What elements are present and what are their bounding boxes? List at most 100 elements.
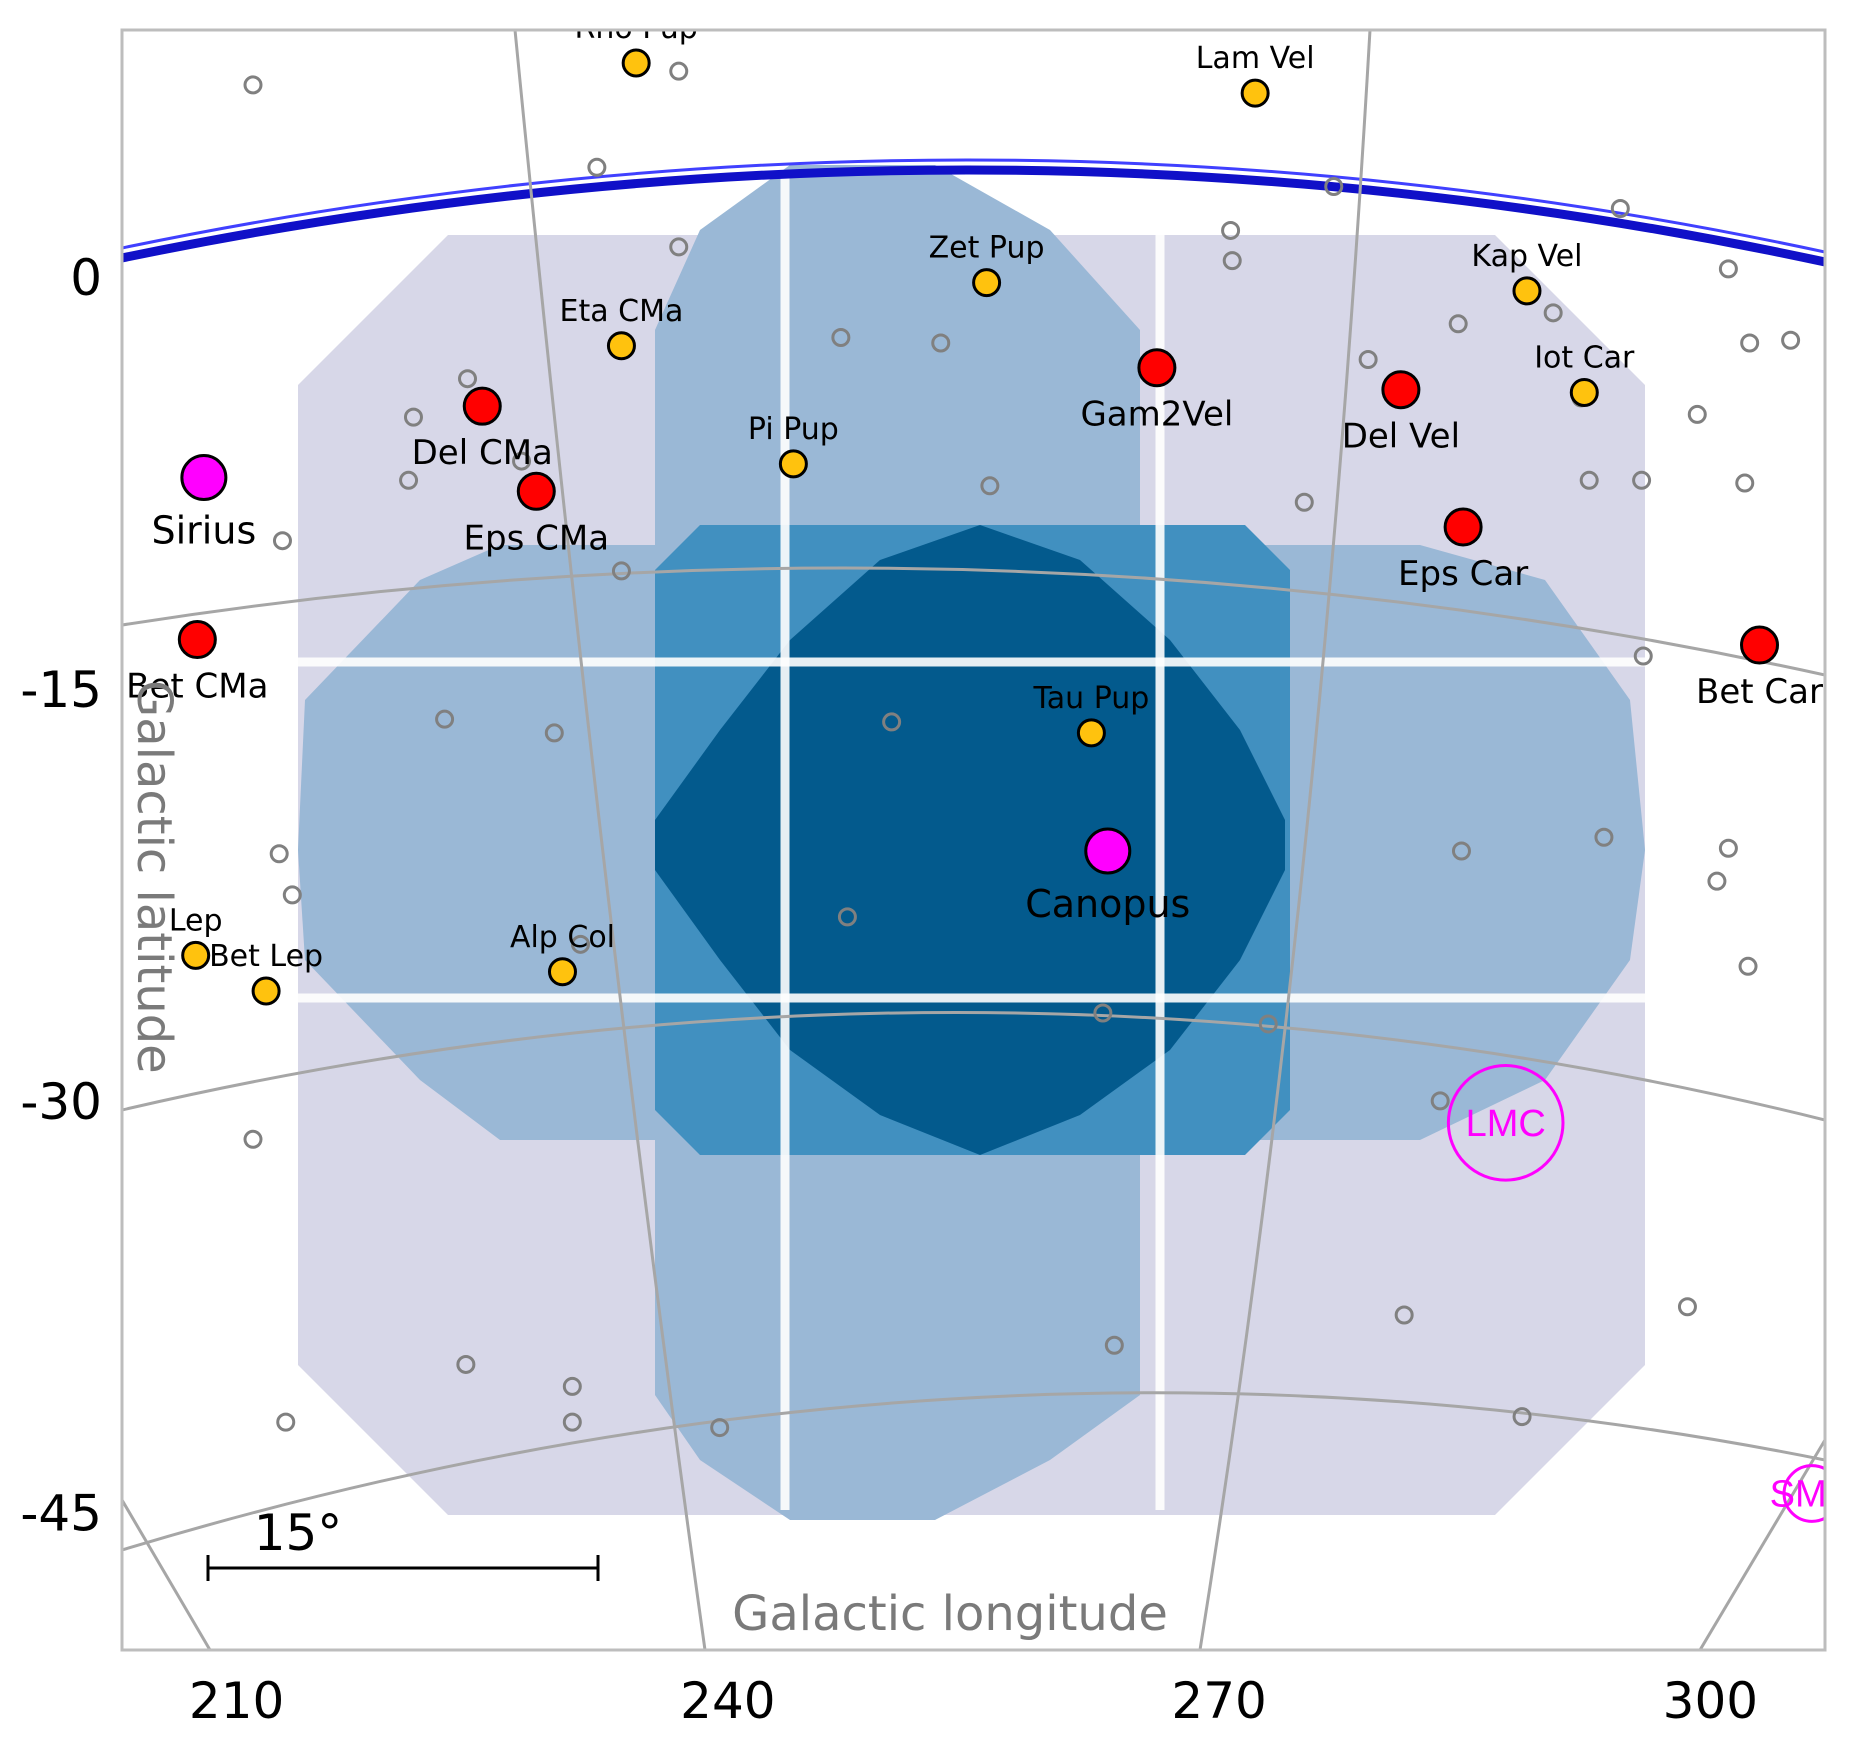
bright-star-marker bbox=[1084, 827, 1132, 875]
x-tick-label: 270 bbox=[1171, 1672, 1266, 1730]
y-tick-label: 0 bbox=[70, 249, 102, 307]
bright-star-label: Sirius bbox=[152, 509, 257, 553]
faint-star-marker bbox=[1221, 220, 1241, 240]
faint-star-marker bbox=[282, 885, 302, 905]
x-tick-label: 240 bbox=[680, 1672, 775, 1730]
faint-star-marker bbox=[1222, 251, 1242, 271]
yellow-star-marker bbox=[547, 957, 577, 987]
yellow-star-marker bbox=[778, 449, 808, 479]
tick-labels: 210 240 270 300 0 -15 -30 -45 bbox=[20, 249, 1758, 1730]
faint-star-marker bbox=[1543, 303, 1563, 323]
faint-star-marker bbox=[710, 1418, 730, 1438]
faint-star-marker bbox=[669, 237, 689, 257]
survey-boundary-line bbox=[122, 165, 1825, 267]
yellow-star-label: Iot Car bbox=[1534, 340, 1635, 375]
faint-star-marker bbox=[1718, 838, 1738, 858]
faint-star-marker bbox=[1579, 470, 1599, 490]
red-star-label: Gam2Vel bbox=[1080, 395, 1233, 435]
survey-boundary-highlight bbox=[122, 158, 1825, 254]
yellow-star-label: Alp Col bbox=[510, 920, 615, 955]
faint-star-marker bbox=[1258, 1014, 1278, 1034]
latitude-grid-line-2 bbox=[122, 1010, 1825, 1122]
faint-star-marker bbox=[1394, 1305, 1414, 1325]
faint-star-marker bbox=[1610, 198, 1630, 218]
faint-star-marker bbox=[1294, 492, 1314, 512]
red-star-label: Del CMa bbox=[412, 433, 553, 473]
coverage-map bbox=[122, 158, 1825, 1520]
faint-star-marker bbox=[456, 1354, 476, 1374]
faint-star-marker bbox=[931, 333, 951, 353]
latitude-grid-line-3 bbox=[122, 1391, 1825, 1552]
faint-star-marker bbox=[562, 1412, 582, 1432]
red-star-marker bbox=[1740, 625, 1779, 665]
faint-star-marker bbox=[276, 1412, 296, 1432]
faint-star-marker bbox=[831, 328, 851, 348]
smc-label: SMC bbox=[1770, 1473, 1854, 1515]
yellow-star-marker bbox=[1240, 78, 1270, 108]
yellow-star-label: Rho Pup bbox=[574, 11, 697, 46]
faint-star-marker bbox=[458, 369, 478, 389]
yellow-star-marker bbox=[251, 976, 281, 1006]
star-markers: LMC SMC Rho Pup Lam Vel Zet Pup Kap Vel Eta CM… bbox=[126, 11, 1854, 1523]
faint-star-marker bbox=[1104, 1335, 1124, 1355]
faint-star-marker bbox=[1512, 1407, 1532, 1427]
faint-star-marker bbox=[882, 712, 902, 732]
smc-outline bbox=[1782, 1464, 1825, 1523]
longitude-grid-line-2 bbox=[1198, 30, 1372, 1650]
red-star-label: Bet Car bbox=[1696, 672, 1823, 712]
yellow-star-marker bbox=[606, 331, 636, 361]
longitude-grid-line-4 bbox=[1698, 1439, 1825, 1650]
plot-frame bbox=[120, 28, 1827, 1652]
red-star-label: Eps Car bbox=[1398, 554, 1528, 594]
red-star-marker bbox=[516, 471, 556, 511]
yellow-star-marker bbox=[621, 48, 651, 78]
x-tick-label: 210 bbox=[189, 1672, 284, 1730]
yellow-star-label: Bet Lep bbox=[209, 939, 323, 974]
x-axis-title: Galactic longitude bbox=[732, 1586, 1168, 1642]
faint-star-marker bbox=[512, 451, 532, 471]
yellow-star-label: Lam Vel bbox=[1196, 41, 1315, 76]
faint-star-marker bbox=[1687, 404, 1707, 424]
faint-star-marker bbox=[269, 844, 289, 864]
faint-star-marker bbox=[1738, 956, 1758, 976]
yellow-star-label: Eta CMa bbox=[560, 294, 684, 329]
yellow-star-label: Lep bbox=[169, 903, 223, 938]
faint-star-marker bbox=[435, 709, 455, 729]
yellow-star-marker bbox=[1569, 377, 1599, 407]
y-tick-label: -15 bbox=[20, 661, 102, 719]
bright-star-marker bbox=[180, 454, 228, 502]
x-tick-label: 300 bbox=[1663, 1672, 1758, 1730]
yellow-star-label: Tau Pup bbox=[1032, 681, 1149, 716]
red-star-label: Eps CMa bbox=[464, 518, 610, 558]
faint-star-marker bbox=[1677, 1297, 1697, 1317]
longitude-grid-line-3 bbox=[122, 1499, 212, 1650]
faint-star-marker bbox=[1358, 349, 1378, 369]
red-star-marker bbox=[1381, 370, 1421, 410]
faint-star-marker bbox=[1093, 1003, 1113, 1023]
y-tick-label: -30 bbox=[20, 1073, 102, 1131]
faint-star-marker bbox=[1448, 314, 1468, 334]
faint-star-marker bbox=[272, 531, 292, 551]
faint-star-marker bbox=[243, 1129, 263, 1149]
faint-star-marker bbox=[1633, 646, 1653, 666]
y-tick-label: -45 bbox=[20, 1485, 102, 1543]
faint-star-marker bbox=[544, 723, 564, 743]
red-star-label: Del Vel bbox=[1342, 417, 1460, 457]
lmc-label: LMC bbox=[1466, 1103, 1546, 1145]
scale-bar: 15° bbox=[206, 1504, 600, 1581]
red-star-marker bbox=[462, 386, 502, 426]
faint-star-marker bbox=[403, 407, 423, 427]
yellow-star-label: Zet Pup bbox=[929, 231, 1045, 266]
yellow-star-marker bbox=[1512, 276, 1542, 306]
faint-star-marker bbox=[587, 157, 607, 177]
faint-star-marker bbox=[1594, 827, 1614, 847]
red-star-marker bbox=[177, 620, 217, 660]
faint-star-marker bbox=[1781, 330, 1801, 350]
faint-star-marker bbox=[1735, 473, 1755, 493]
scale-bar-label: 15° bbox=[254, 1504, 343, 1562]
y-axis-title: Galactic latitude bbox=[126, 680, 182, 1074]
red-star-marker bbox=[1137, 348, 1177, 388]
faint-star-marker bbox=[1718, 259, 1738, 279]
faint-star-marker bbox=[399, 470, 419, 490]
faint-star-marker bbox=[1707, 871, 1727, 891]
